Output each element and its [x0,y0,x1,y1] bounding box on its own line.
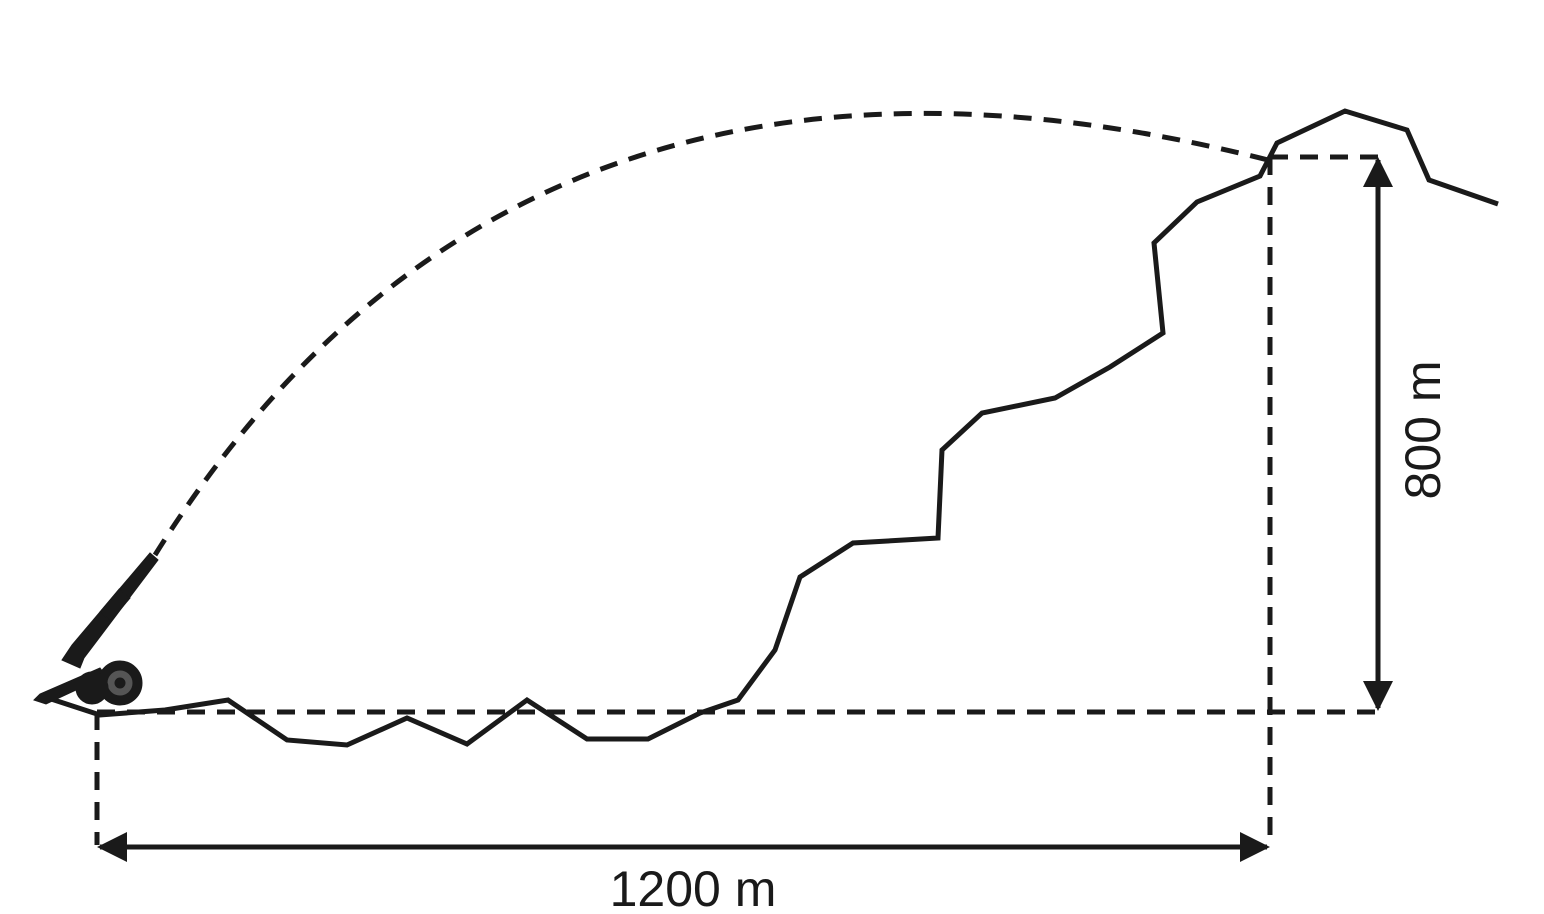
trajectory-path [152,110,1269,557]
vertical-height-label: 800 m [1395,361,1451,500]
guide-lines [94,154,1378,845]
horizontal-distance-label: 1200 m [610,861,777,914]
terrain-line [47,108,1499,748]
cannon-icon [33,552,159,706]
